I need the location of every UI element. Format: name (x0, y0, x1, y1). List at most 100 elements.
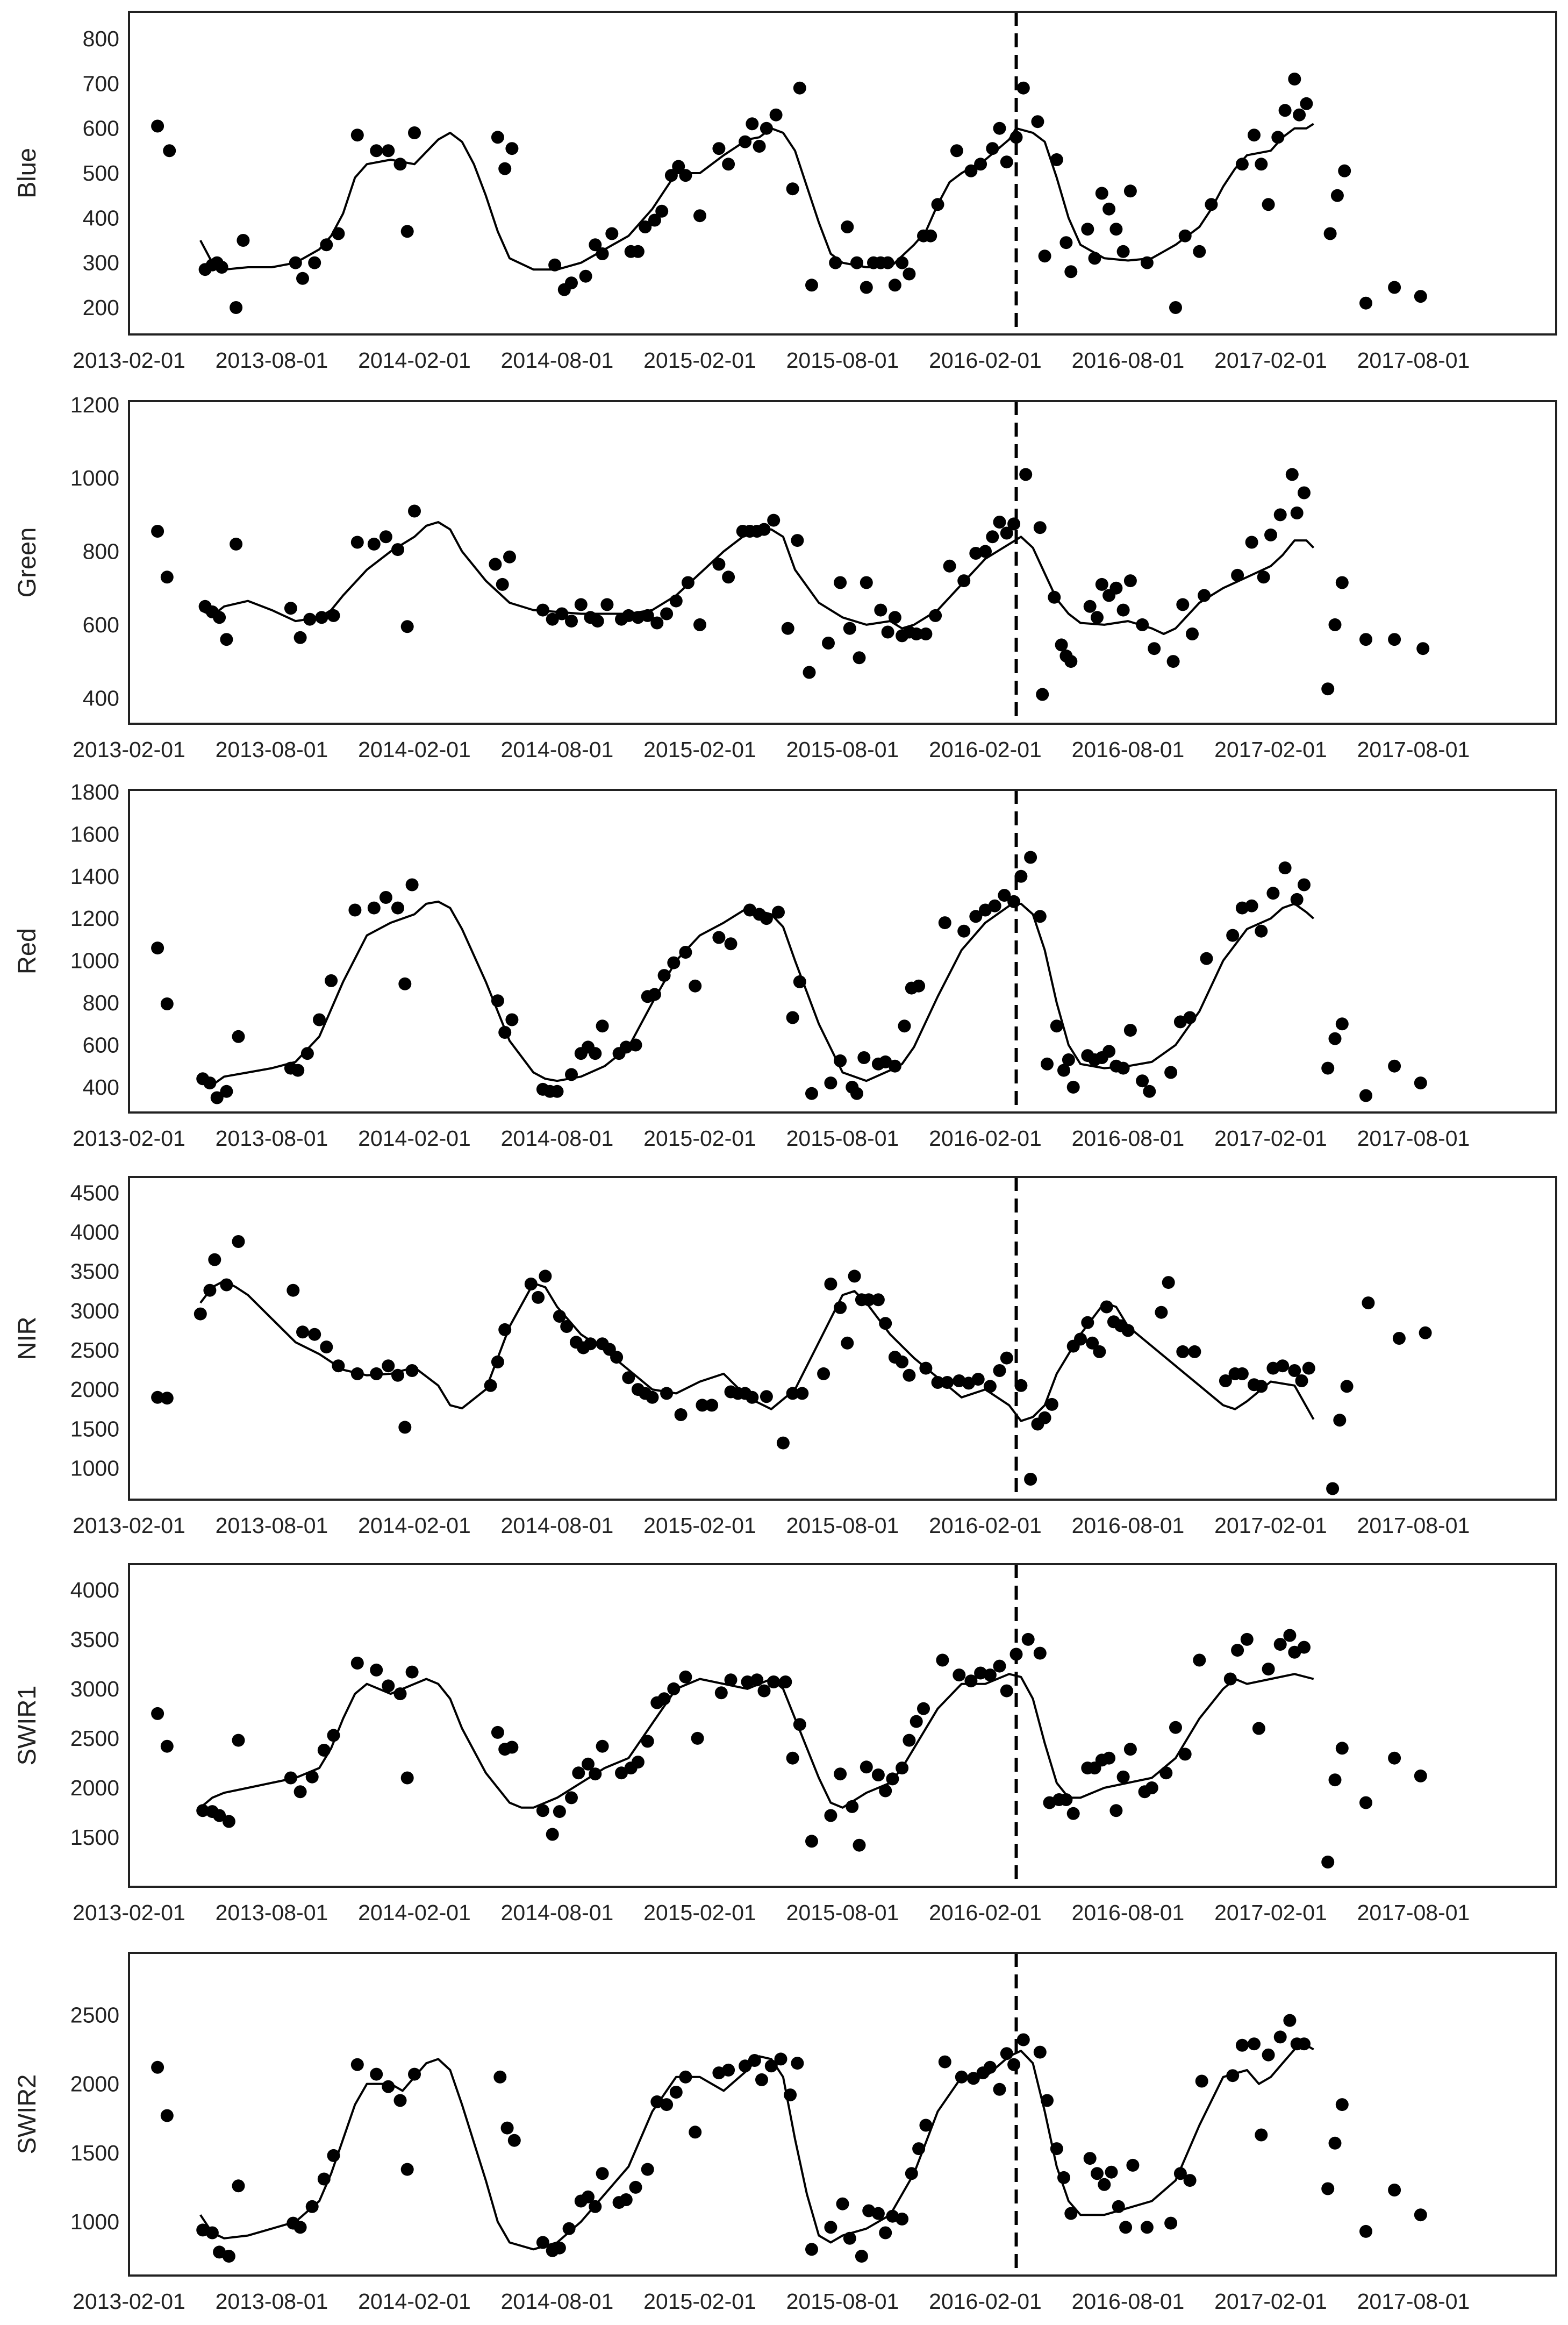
chart-2-ytick-label: 1000 (70, 948, 119, 973)
chart-1-xtick-label: 2015-02-01 (643, 737, 756, 762)
chart-4-xtick-label: 2015-02-01 (643, 1900, 756, 1925)
chart-4-data-point (824, 1809, 837, 1822)
chart-5-data-point (596, 2167, 609, 2180)
chart-5-data-point (791, 2057, 804, 2070)
chart-3-data-point (646, 1390, 659, 1404)
chart-1-data-point (1298, 486, 1311, 500)
chart-5-data-point (582, 2190, 595, 2203)
chart-2-xtick-label: 2013-08-01 (216, 1126, 328, 1151)
chart-2-data-point (220, 1085, 233, 1098)
chart-1-data-point (767, 514, 781, 527)
chart-5-xtick-label: 2013-08-01 (216, 2289, 328, 2314)
chart-5-data-point (1098, 2178, 1111, 2191)
chart-3-xtick-label: 2014-02-01 (358, 1513, 471, 1538)
chart-2-data-point (1321, 1061, 1335, 1075)
chart-4-ytick-label: 2000 (70, 1775, 119, 1800)
chart-0-data-point (151, 119, 164, 133)
chart-1-data-point (565, 615, 578, 628)
chart-5-data-point (836, 2197, 849, 2210)
chart-2-xtick-label: 2015-08-01 (786, 1126, 899, 1151)
chart-0-data-point (1009, 131, 1023, 144)
chart-1-fit-curve (199, 521, 1315, 635)
chart-0-xtick-label: 2016-08-01 (1072, 348, 1185, 373)
chart-1-data-point (803, 666, 816, 679)
chart-5-data-point (1321, 2182, 1335, 2195)
chart-1-ytick-label: 400 (83, 686, 119, 710)
chart-5-data-point (305, 2200, 319, 2213)
chart-1-data-point (712, 558, 726, 571)
chart-0-xtick-label: 2016-02-01 (929, 348, 1042, 373)
chart-4-data-point (1321, 1856, 1335, 1868)
chart-5-xtick-label: 2016-08-01 (1072, 2289, 1185, 2314)
chart-5-data-point (205, 2226, 219, 2240)
chart-4-data-point (834, 1767, 847, 1781)
chart-4-data-point (879, 1784, 892, 1798)
chart-0-data-point (1288, 73, 1301, 85)
chart-4-data-point (936, 1653, 949, 1667)
chart-1-data-point (919, 627, 933, 640)
chart-2-data-point (689, 979, 702, 993)
chart-0-data-point (163, 144, 176, 158)
chart-2-data-point (1007, 895, 1021, 908)
chart-1-data-point (1007, 517, 1021, 531)
chart-2-data-point (1278, 861, 1292, 875)
chart-0-data-point (408, 126, 421, 139)
chart-4-data-point (1116, 1770, 1130, 1784)
chart-0-data-point (215, 261, 228, 274)
chart-0-data-point (888, 279, 901, 292)
chart-3-data-point (539, 1270, 552, 1283)
chart-0-data-point (850, 256, 863, 269)
chart-3-data-point (391, 1368, 404, 1382)
chart-4-data-point (871, 1768, 885, 1781)
chart-2-data-point (1245, 899, 1258, 912)
chart-2-data-point (988, 899, 1001, 912)
chart-1-data-point (1166, 655, 1180, 668)
chart-1-data-point (1091, 611, 1104, 624)
chart-1-data-point (781, 622, 794, 635)
chart-0-data-point (1116, 245, 1130, 258)
chart-1-xtick-label: 2016-02-01 (929, 737, 1042, 762)
chart-0-xtick-label: 2017-02-01 (1214, 348, 1327, 373)
chart-3-data-point (1219, 1374, 1232, 1387)
chart-0-data-point (746, 117, 759, 131)
chart-3-data-point (1333, 1414, 1347, 1427)
chart-0-data-point (986, 142, 999, 155)
chart-0-data-point (1081, 223, 1094, 236)
chart-3-xtick-label: 2013-02-01 (73, 1513, 185, 1538)
chart-0-data-point (382, 144, 395, 158)
chart-2-data-point (203, 1076, 217, 1090)
chart-4-data-point (615, 1766, 628, 1780)
chart-3-xtick-label: 2015-08-01 (786, 1513, 899, 1538)
chart-3-ytick-label: 4500 (70, 1180, 119, 1205)
chart-2-data-point (596, 1019, 609, 1033)
chart-5-data-point (553, 2241, 566, 2255)
chart-5-data-point (896, 2212, 909, 2226)
chart-3-data-point (610, 1351, 624, 1364)
chart-0-data-point (1205, 198, 1218, 211)
chart-5-data-point (748, 2054, 761, 2067)
chart-5-data-point (562, 2222, 576, 2235)
chart-5-data-point (919, 2119, 933, 2132)
chart-0-data-point (1338, 164, 1351, 177)
chart-4-data-point (641, 1735, 654, 1748)
chart-1-data-point (1359, 633, 1372, 646)
chart-3-data-point (160, 1392, 174, 1405)
chart-0-ytick-label: 700 (83, 71, 119, 96)
chart-5-data-point (1119, 2221, 1133, 2234)
panel-nir: 1000 1500 2000 2500 3000 3500 4000 4500 2013-02-… (12, 1176, 1557, 1538)
chart-5-data-point (1016, 2033, 1030, 2046)
chart-0-data-point (370, 144, 383, 158)
chart-4-data-point (222, 1815, 235, 1828)
chart-2-data-point (1255, 924, 1268, 938)
chart-3-data-point (1024, 1473, 1037, 1486)
chart-4-data-point (582, 1757, 595, 1771)
chart-3-data-point (1255, 1380, 1268, 1393)
chart-3-xtick-label: 2016-08-01 (1072, 1513, 1185, 1538)
chart-3-data-point (848, 1270, 861, 1283)
chart-0-data-point (289, 256, 302, 269)
chart-5-data-point (955, 2070, 968, 2084)
chart-2-data-point (805, 1087, 818, 1100)
panel-swir2: 1000 1500 2000 2500 2013-02-01 2013-08-01 2014… (12, 1952, 1557, 2314)
chart-0-xtick-label: 2015-02-01 (643, 348, 756, 373)
chart-0-data-point (1248, 129, 1261, 142)
